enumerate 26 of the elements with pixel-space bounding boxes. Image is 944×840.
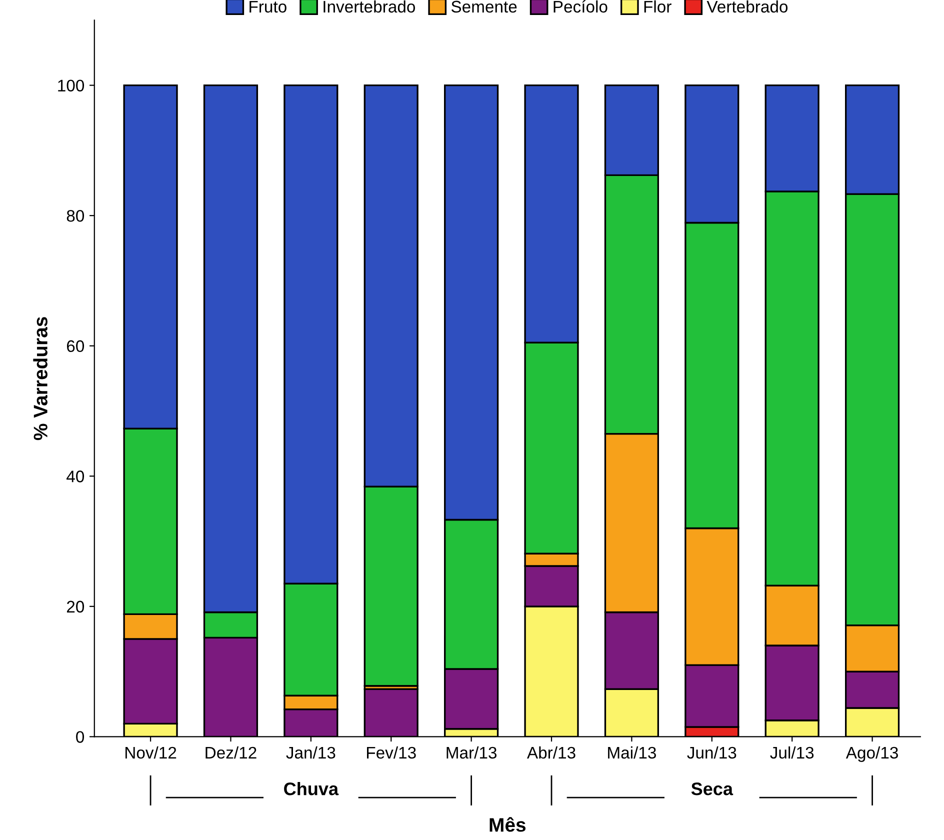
y-tick-label: 40 xyxy=(66,470,84,482)
x-tick-label: Mar/13 xyxy=(446,746,497,759)
y-tick-label: 100 xyxy=(58,80,84,92)
x-tick-label: Jun/13 xyxy=(687,746,736,759)
x-tick-label: Mai/13 xyxy=(608,746,656,759)
text: Chuva xyxy=(284,782,339,796)
y-axis-title: % Varreduras xyxy=(33,317,48,440)
legend-label: Semente xyxy=(451,0,517,13)
x-tick-label: Jan/13 xyxy=(286,746,336,759)
x-tick-label: Fev/13 xyxy=(367,746,416,759)
legend-label: Fruto xyxy=(250,0,286,13)
legend-label: Vertebrado xyxy=(706,0,788,13)
text: Seca xyxy=(691,782,734,796)
y-tick-label: 80 xyxy=(66,210,84,222)
legend-label: Invertebrado xyxy=(324,0,416,13)
x-tick-label: Ago/13 xyxy=(846,746,898,762)
legend-label: Pecíolo xyxy=(554,0,608,13)
legend-label: Flor xyxy=(644,0,672,13)
y-tick-label: 0 xyxy=(76,731,84,743)
x-tick-label: Dez/12 xyxy=(206,746,256,759)
x-tick-label: Abr/13 xyxy=(526,746,576,759)
y-tick-label: 20 xyxy=(66,600,84,613)
x-tick-label: Nov/12 xyxy=(126,746,176,759)
x-axis-title: Mês xyxy=(490,817,526,832)
x-tick-label: Jul/13 xyxy=(770,746,814,759)
y-tick-label: 60 xyxy=(66,340,84,352)
